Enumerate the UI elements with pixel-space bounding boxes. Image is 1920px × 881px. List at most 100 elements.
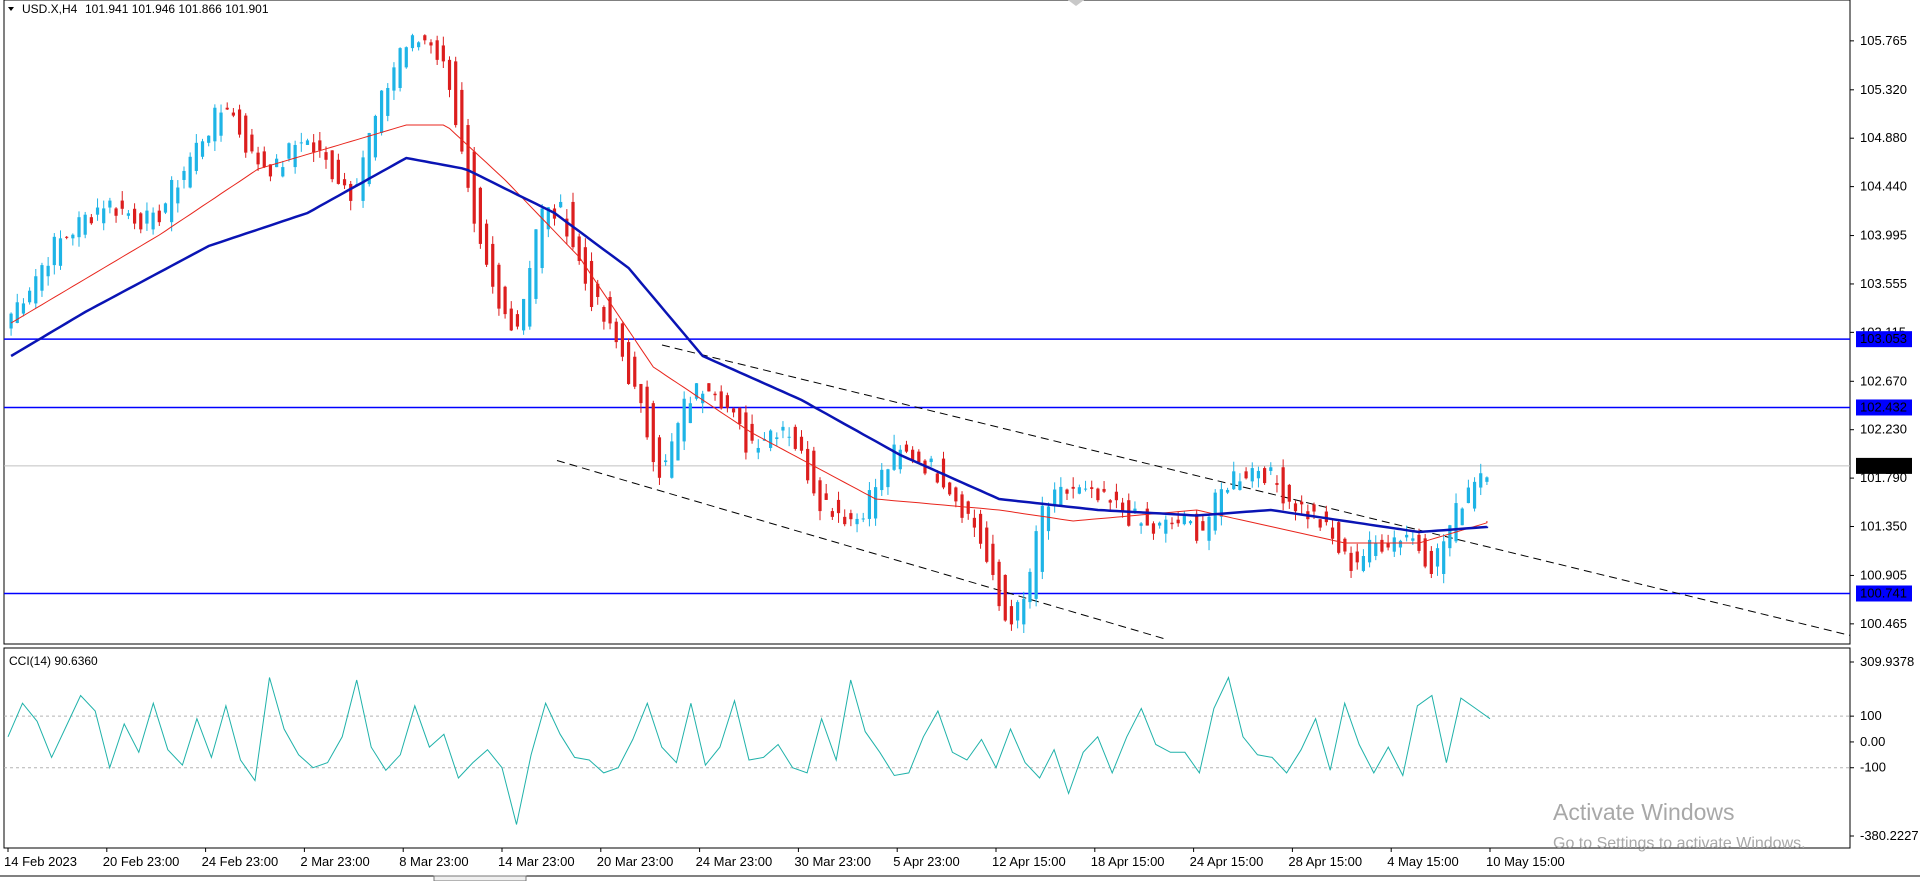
candle-bearish: [812, 450, 816, 494]
candle-bearish: [849, 513, 853, 520]
chart-header: USD.X,H4 101.941 101.946 101.866 101.901: [8, 2, 269, 16]
candle-bearish: [608, 296, 612, 324]
cci-tick-label: 309.9378: [1860, 654, 1914, 669]
candle-bullish: [1022, 598, 1026, 625]
candle-bearish: [1330, 527, 1335, 539]
channel-trendline-lower[interactable]: [556, 460, 1169, 641]
candle-bullish: [1059, 486, 1063, 507]
candle-bearish: [911, 449, 915, 461]
candle-bearish: [731, 408, 736, 413]
candle-bearish: [435, 40, 439, 60]
candle-bullish: [34, 276, 38, 304]
candle-bearish: [750, 423, 754, 441]
candle-bullish: [77, 217, 81, 238]
candle-bearish: [497, 264, 501, 309]
candle-bearish: [312, 142, 316, 153]
candle-bearish: [1337, 522, 1341, 553]
candle-bearish: [1429, 550, 1433, 574]
candle-bearish: [917, 451, 921, 463]
time-tick-label: 20 Feb 23:00: [103, 854, 180, 869]
candle-bullish: [188, 156, 192, 188]
time-tick-label: 20 Mar 23:00: [597, 854, 674, 869]
level-price-tag: [1856, 331, 1912, 348]
activate-windows-title: Activate Windows: [1553, 799, 1735, 825]
cci-line: [7, 676, 1491, 825]
candle-bullish: [861, 518, 865, 520]
candle-bearish: [225, 107, 229, 110]
candle-bullish: [546, 207, 550, 230]
candle-bearish: [114, 208, 118, 216]
channel-trendline-upper[interactable]: [661, 344, 1851, 636]
candle-bearish: [954, 487, 958, 502]
candle-bullish: [1182, 513, 1186, 525]
candle-bullish: [540, 208, 544, 269]
candle-bullish: [287, 143, 291, 159]
sma-slow-line: [10, 156, 1489, 534]
candle-bearish: [466, 125, 470, 188]
candle-bullish: [1188, 521, 1193, 524]
cci-tick-label: 0.00: [1860, 734, 1885, 749]
time-tick-label: 24 Mar 23:00: [696, 854, 773, 869]
cci-levels: [4, 715, 1850, 769]
level-price-tag: [1856, 585, 1912, 602]
candle-bearish: [744, 412, 748, 453]
candle-bearish: [1201, 521, 1205, 531]
time-tick-label: 24 Apr 15:00: [1190, 854, 1264, 869]
candle-bullish: [71, 234, 75, 239]
price-pane[interactable]: 105.765 105.320 104.880 104.440 103.995 103.5…: [3, 0, 1912, 645]
candle-bearish: [503, 286, 507, 315]
candle-bearish: [1127, 500, 1131, 526]
candle-bearish: [1300, 501, 1304, 505]
candle-bullish: [1435, 548, 1440, 567]
candle-bullish: [898, 449, 902, 470]
candle-bearish: [1195, 513, 1199, 541]
candle-bullish: [1472, 481, 1477, 509]
candle-bullish: [787, 436, 791, 438]
candle-bullish: [1219, 489, 1223, 517]
candle-bullish: [1392, 537, 1396, 552]
candle-bearish: [824, 493, 828, 500]
candle-bearish: [1423, 538, 1427, 567]
candle-bearish: [1096, 488, 1100, 501]
time-tick-label: 10 May 15:00: [1486, 854, 1565, 869]
price-tick-label: 100.465: [1860, 616, 1907, 631]
shift-marker-icon[interactable]: [1068, 0, 1084, 6]
candle-bearish: [1312, 504, 1316, 512]
candle-bearish: [244, 115, 248, 153]
candle-bearish: [349, 183, 353, 201]
candle-bullish: [1269, 467, 1273, 471]
candle-bullish: [775, 437, 779, 440]
dropdown-triangle-icon[interactable]: [8, 7, 14, 11]
ohlc-values: 101.941 101.946 101.866 101.901: [85, 2, 269, 16]
candle-bullish: [1046, 506, 1051, 532]
candle-bullish: [108, 200, 112, 208]
candle-bearish: [268, 164, 273, 177]
candle-bullish: [1460, 508, 1464, 526]
candle-bullish: [28, 290, 32, 303]
candle-bearish: [1009, 606, 1014, 625]
candle-bearish: [657, 437, 662, 478]
candle-bullish: [1454, 503, 1458, 542]
scrollbar-thumb[interactable]: [433, 875, 527, 881]
candle-bullish: [1448, 525, 1452, 549]
candle-bearish: [65, 236, 69, 238]
candle-bullish: [1361, 556, 1366, 571]
candle-bullish: [207, 135, 211, 143]
candle-bullish: [781, 426, 785, 431]
candle-bullish: [305, 140, 310, 145]
price-pane-frame: [3, 0, 1851, 645]
candle-bearish: [626, 342, 631, 384]
candle-bullish: [1034, 531, 1038, 599]
candle-bearish: [1065, 489, 1069, 494]
candle-bearish: [342, 179, 347, 186]
candle-bearish: [799, 436, 804, 451]
price-tags: 103.053 102.432 100.741 101.901: [1856, 331, 1912, 602]
candle-bearish: [948, 482, 952, 495]
candle-bearish: [256, 152, 260, 165]
candle-bullish: [1256, 470, 1261, 479]
candle-bearish: [1151, 523, 1156, 534]
cci-pane[interactable]: 309.9378 100 0.00 -100 -380.2227 CCI(14) 90.…: [3, 647, 1919, 849]
candle-bullish: [1479, 473, 1483, 488]
candle-bearish: [454, 61, 458, 126]
